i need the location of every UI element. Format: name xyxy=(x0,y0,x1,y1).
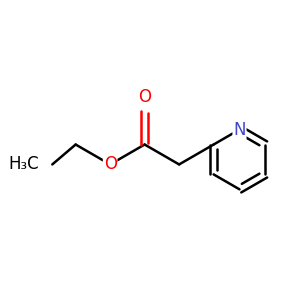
Text: N: N xyxy=(233,121,246,139)
Text: O: O xyxy=(138,88,151,106)
Text: O: O xyxy=(103,155,117,173)
Text: H₃C: H₃C xyxy=(8,155,39,173)
